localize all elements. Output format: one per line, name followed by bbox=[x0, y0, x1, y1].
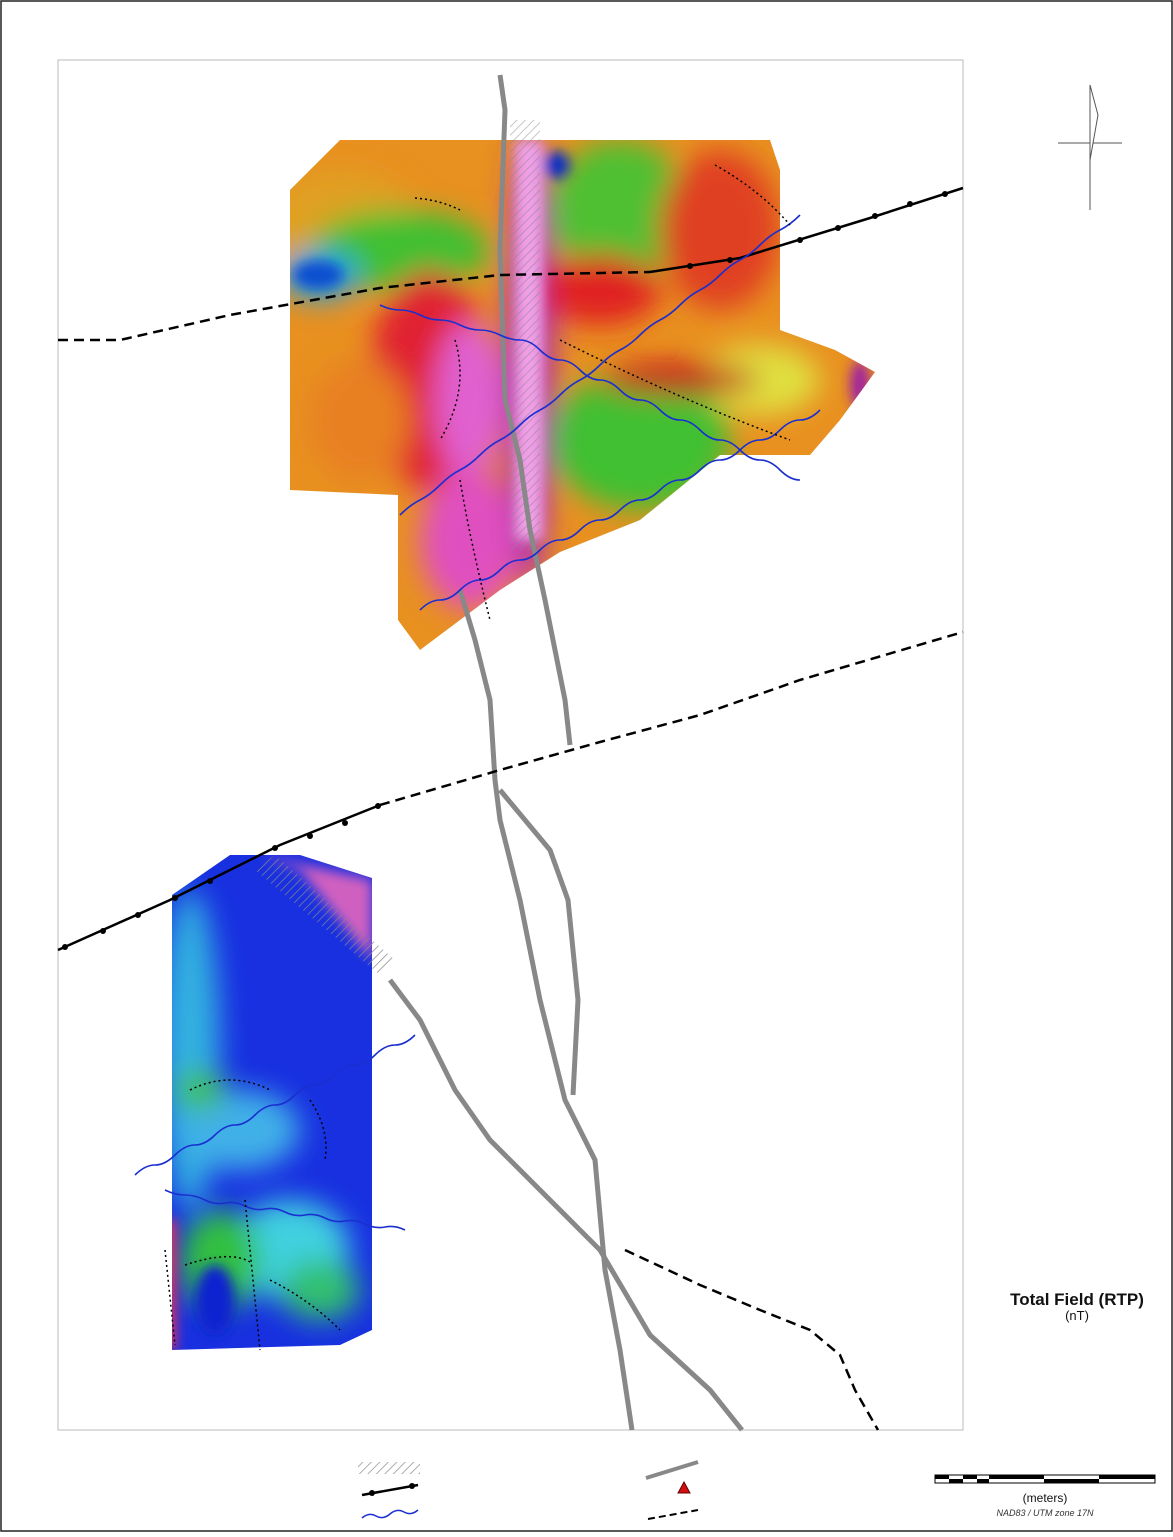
legend-symbol bbox=[369, 1490, 375, 1496]
colorbar-title: Total Field (RTP) bbox=[1010, 1290, 1144, 1309]
interpreted-dyke bbox=[510, 120, 540, 550]
map-page: Total Field (RTP) (nT) (meters) NAD83 / … bbox=[0, 0, 1173, 1532]
legend-symbol bbox=[409, 1483, 415, 1489]
scale-bar bbox=[935, 1475, 1155, 1483]
projection: NAD83 / UTM zone 17N bbox=[996, 1508, 1094, 1518]
legend-symbol bbox=[358, 1462, 420, 1474]
scale-unit: (meters) bbox=[1023, 1491, 1068, 1505]
colorbar-unit: (nT) bbox=[1065, 1308, 1089, 1323]
